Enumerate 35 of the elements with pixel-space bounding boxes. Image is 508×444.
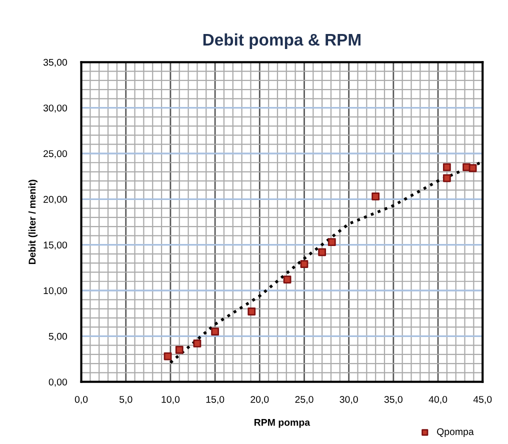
y-tick-label: 25,00 xyxy=(44,150,68,158)
point xyxy=(175,346,184,354)
point xyxy=(372,192,380,200)
x-tick-label: 40,0 xyxy=(428,396,448,404)
point xyxy=(211,328,220,336)
point xyxy=(193,340,202,348)
point xyxy=(300,260,308,268)
point xyxy=(164,352,172,360)
point xyxy=(318,248,326,256)
x-tick-label: 15,0 xyxy=(206,396,224,404)
legend-label: Qpompa xyxy=(437,428,474,438)
point xyxy=(442,163,451,172)
y-axis-title: Debit (liter / menit) xyxy=(28,180,38,264)
point xyxy=(442,174,451,182)
y-tick-label: 0,00 xyxy=(48,378,68,387)
point xyxy=(328,238,336,246)
x-tick-label: 10,0 xyxy=(162,396,180,404)
x-tick-label: 45,0 xyxy=(473,396,492,404)
x-tick-label: 0,0 xyxy=(74,396,88,404)
x-tick-label: 35,0 xyxy=(384,396,402,404)
point xyxy=(468,164,477,172)
point xyxy=(283,276,292,284)
y-tick-label: 5,00 xyxy=(48,332,68,341)
x-tick-label: 30,0 xyxy=(340,396,358,404)
y-tick-label: 30,00 xyxy=(43,104,68,113)
point xyxy=(248,308,256,316)
y-tick-label: 10,00 xyxy=(44,287,68,296)
y-tick-label: 20,00 xyxy=(44,196,68,204)
y-tick-label: 35,00 xyxy=(43,58,68,67)
x-tick-label: 25,0 xyxy=(295,396,314,404)
chart-title: Debit pompa & RPM xyxy=(203,33,360,49)
x-tick-label: 20,0 xyxy=(250,396,269,404)
y-tick-label: 15,00 xyxy=(44,242,68,250)
x-tick-label: 5,0 xyxy=(120,396,132,404)
x-axis-title: RPM pompa xyxy=(254,419,310,428)
